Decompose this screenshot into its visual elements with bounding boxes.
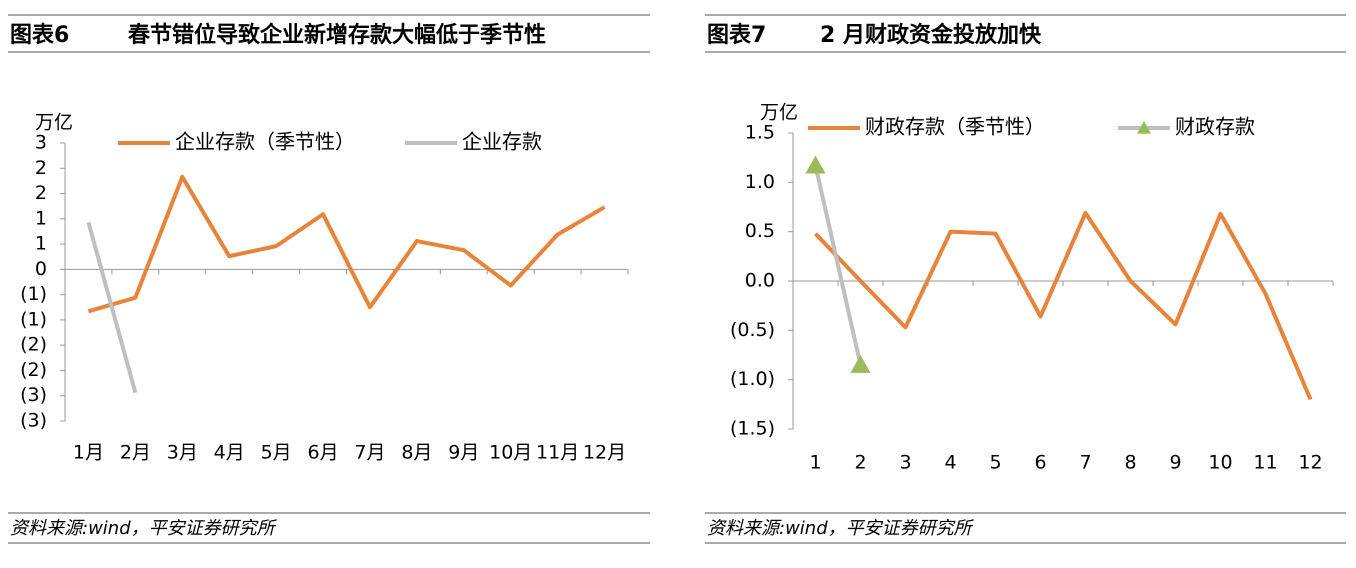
chart-title: 2 月财政资金投放加快 xyxy=(820,22,1042,48)
x-tick-label: 8 xyxy=(1124,452,1136,474)
y-tick-label: 1 xyxy=(35,233,47,255)
y-tick-label: (1) xyxy=(20,308,47,330)
x-tick-label: 11月 xyxy=(536,442,579,464)
x-tick-label: 10月 xyxy=(489,442,532,464)
y-tick-label: (2) xyxy=(20,359,47,381)
source: 资料来源:wind，平安证券研究所 xyxy=(10,518,278,539)
x-tick-label: 2月 xyxy=(120,442,151,464)
x-tick-label: 1月 xyxy=(73,442,104,464)
series-line xyxy=(86,221,138,394)
y-tick-label: (3) xyxy=(20,384,47,406)
y-axis-label: 万亿 xyxy=(760,102,798,124)
legend-label: 企业存款（季节性） xyxy=(175,130,355,154)
x-tick-label: 8月 xyxy=(401,442,432,464)
y-tick-label: 3 xyxy=(35,132,47,154)
x-tick-label: 6月 xyxy=(307,442,338,464)
y-tick-label: (2) xyxy=(20,334,47,356)
legend-label: 企业存款 xyxy=(462,130,542,154)
legend-label: 财政存款 xyxy=(1175,115,1255,139)
x-tick-label: 5月 xyxy=(261,442,292,464)
x-tick-label: 1 xyxy=(809,452,821,474)
y-tick-label: 0.0 xyxy=(745,270,775,292)
series-line xyxy=(87,174,606,314)
x-tick-label: 3月 xyxy=(167,442,198,464)
x-tick-label: 4月 xyxy=(214,442,245,464)
figure-label: 图表7 xyxy=(707,23,766,48)
y-tick-label: 2 xyxy=(35,182,47,204)
chart-title: 春节错位导致企业新增存款大幅低于季节性 xyxy=(128,22,546,48)
x-tick-label: 9 xyxy=(1169,452,1181,474)
y-tick-label: (1.5) xyxy=(730,418,775,440)
source: 资料来源:wind，平安证券研究所 xyxy=(707,518,975,539)
x-tick-label: 4 xyxy=(944,452,956,474)
y-tick-label: 2 xyxy=(35,157,47,179)
x-tick-label: 9月 xyxy=(448,442,479,464)
x-tick-label: 3 xyxy=(899,452,911,474)
x-tick-label: 12 xyxy=(1298,452,1322,474)
series-line xyxy=(813,165,863,366)
x-tick-label: 6 xyxy=(1034,452,1046,474)
y-tick-label: (1.0) xyxy=(730,368,775,390)
y-tick-label: (1) xyxy=(20,283,47,305)
x-tick-label: 7月 xyxy=(354,442,385,464)
series-line xyxy=(814,210,1313,401)
x-tick-label: 7 xyxy=(1079,452,1091,474)
x-tick-label: 12月 xyxy=(583,442,626,464)
point-marker xyxy=(850,354,871,373)
x-tick-label: 2 xyxy=(854,452,866,474)
y-tick-label: 0 xyxy=(35,258,47,280)
x-tick-label: 5 xyxy=(989,452,1001,474)
figure-label: 图表6 xyxy=(10,23,69,48)
legend-marker xyxy=(1137,121,1151,134)
y-tick-label: 1.0 xyxy=(745,171,775,193)
y-tick-label: (3) xyxy=(20,410,47,432)
x-tick-label: 10 xyxy=(1208,452,1232,474)
y-tick-label: 1 xyxy=(35,207,47,229)
y-tick-label: 1.5 xyxy=(745,122,775,144)
y-tick-label: 0.5 xyxy=(745,220,775,242)
point-marker xyxy=(805,155,826,174)
x-tick-label: 11 xyxy=(1253,452,1277,474)
legend-label: 财政存款（季节性） xyxy=(865,115,1045,139)
y-tick-label: (0.5) xyxy=(730,319,775,341)
y-axis-label: 万亿 xyxy=(35,112,73,134)
